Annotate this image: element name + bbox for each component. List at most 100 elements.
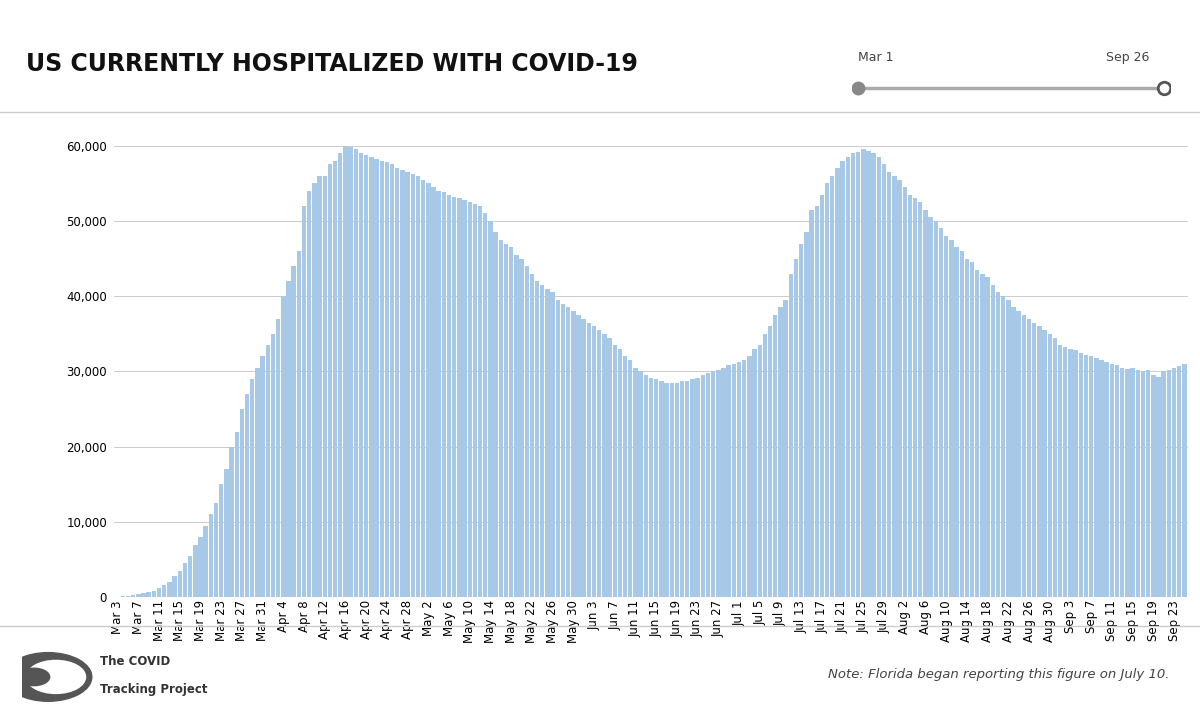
Bar <box>784 300 788 597</box>
Bar <box>587 323 592 597</box>
Bar <box>1012 308 1015 597</box>
Bar <box>877 157 881 597</box>
Bar <box>710 371 715 597</box>
Bar <box>457 198 462 597</box>
Bar <box>898 180 901 597</box>
Bar <box>462 200 467 597</box>
Bar <box>804 232 809 597</box>
Bar <box>799 243 803 597</box>
Bar <box>198 537 203 597</box>
Bar <box>245 394 250 597</box>
Bar <box>576 315 581 597</box>
Bar <box>354 149 358 597</box>
Bar <box>173 576 176 597</box>
Bar <box>182 563 187 597</box>
Bar <box>218 484 223 597</box>
Bar <box>524 266 529 597</box>
Bar <box>126 596 130 597</box>
Bar <box>923 210 928 597</box>
Bar <box>779 308 782 597</box>
Bar <box>1027 319 1031 597</box>
Text: Sep 26: Sep 26 <box>1106 51 1150 64</box>
Bar <box>514 255 518 597</box>
Bar <box>1068 349 1073 597</box>
Bar <box>545 289 550 597</box>
Bar <box>1032 323 1037 597</box>
Bar <box>680 382 684 597</box>
Bar <box>151 591 156 597</box>
Bar <box>385 162 389 597</box>
Bar <box>976 270 979 597</box>
Bar <box>824 183 829 597</box>
Bar <box>892 176 896 597</box>
Bar <box>990 285 995 597</box>
Bar <box>307 191 312 597</box>
Bar <box>1006 300 1010 597</box>
Bar <box>136 594 140 597</box>
Bar <box>965 258 970 597</box>
Bar <box>768 327 773 597</box>
Bar <box>793 258 798 597</box>
Bar <box>985 277 990 597</box>
Bar <box>343 146 348 597</box>
Bar <box>1063 348 1068 597</box>
Bar <box>214 503 218 597</box>
Text: Note: Florida began reporting this figure on July 10.: Note: Florida began reporting this figur… <box>828 668 1170 681</box>
Bar <box>287 281 290 597</box>
Bar <box>949 240 954 597</box>
Bar <box>846 157 850 597</box>
Bar <box>338 153 342 597</box>
Bar <box>332 161 337 597</box>
Bar <box>556 300 560 597</box>
Bar <box>560 304 565 597</box>
Circle shape <box>5 652 92 702</box>
Bar <box>410 174 415 597</box>
Bar <box>415 176 420 597</box>
Bar <box>748 356 751 597</box>
Bar <box>529 274 534 597</box>
Bar <box>551 292 554 597</box>
Bar <box>302 206 306 597</box>
Bar <box>944 236 948 597</box>
Bar <box>851 153 856 597</box>
Bar <box>484 214 487 597</box>
Bar <box>612 345 617 597</box>
Bar <box>571 311 576 597</box>
Bar <box>1088 356 1093 597</box>
Bar <box>674 383 679 597</box>
Bar <box>960 251 964 597</box>
Bar <box>643 375 648 597</box>
Bar <box>721 368 726 597</box>
Bar <box>1048 334 1052 597</box>
Bar <box>628 360 632 597</box>
Bar <box>348 147 353 597</box>
Bar <box>934 221 938 597</box>
Text: The COVID: The COVID <box>100 654 170 668</box>
Bar <box>131 595 136 597</box>
Bar <box>862 149 865 597</box>
Bar <box>634 368 637 597</box>
Bar <box>188 556 192 597</box>
Bar <box>142 593 145 597</box>
Bar <box>1104 362 1109 597</box>
Bar <box>757 345 762 597</box>
Bar <box>421 180 425 597</box>
Bar <box>1043 330 1046 597</box>
Bar <box>509 248 514 597</box>
Bar <box>1074 350 1078 597</box>
Bar <box>446 195 451 597</box>
Bar <box>929 217 932 597</box>
Bar <box>1182 364 1187 597</box>
Bar <box>265 345 270 597</box>
Bar <box>1157 376 1160 597</box>
Bar <box>1058 345 1062 597</box>
Bar <box>426 183 431 597</box>
Bar <box>379 161 384 597</box>
Bar <box>359 153 364 597</box>
Bar <box>1079 353 1084 597</box>
Bar <box>193 544 198 597</box>
Bar <box>317 176 322 597</box>
Bar <box>1016 311 1021 597</box>
Bar <box>452 197 456 597</box>
Bar <box>913 198 917 597</box>
